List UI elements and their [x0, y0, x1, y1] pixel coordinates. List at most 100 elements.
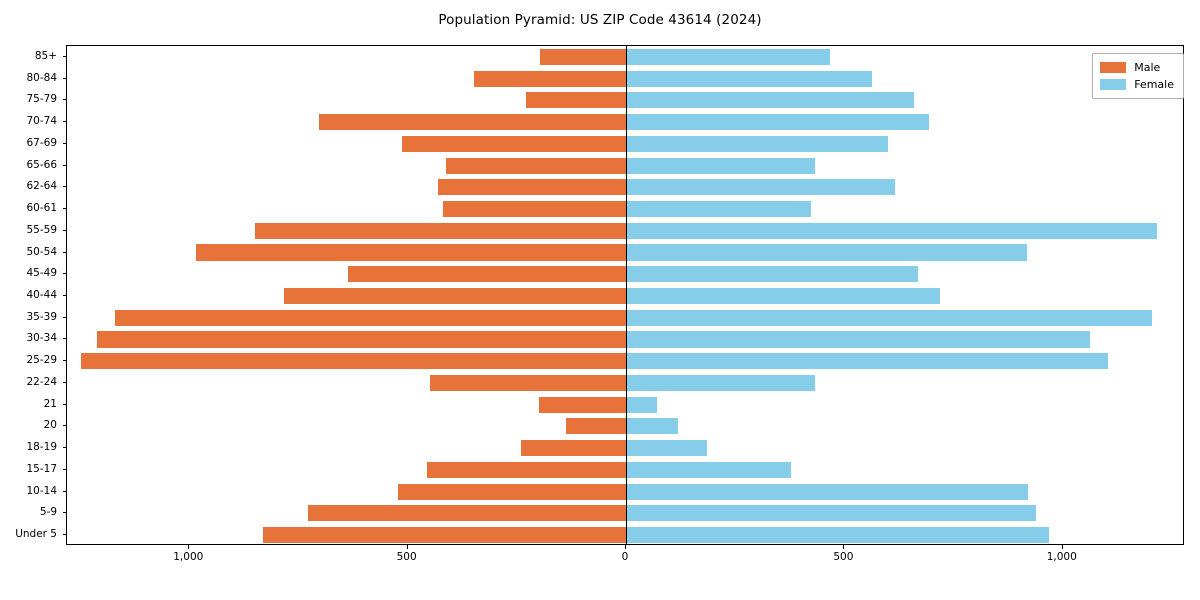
bar-female	[626, 92, 915, 109]
bar-group-5-9	[67, 505, 1183, 522]
bar-group-50-54	[67, 244, 1183, 261]
y-tick-mark	[62, 338, 66, 340]
bar-male	[308, 505, 626, 522]
bar-female	[626, 287, 940, 305]
legend-label: Male	[1134, 61, 1161, 74]
legend-swatch-icon	[1100, 79, 1127, 90]
bar-group-under-5	[67, 527, 1183, 544]
x-tick-label: 1,000	[173, 551, 204, 563]
y-tick-label: 22-24	[26, 375, 57, 388]
y-tick-mark	[62, 99, 66, 101]
bar-male	[437, 179, 626, 196]
y-tick-label: 21	[43, 397, 57, 410]
y-tick-mark	[62, 208, 66, 210]
bar-female	[626, 440, 707, 457]
bar-group-45-49	[67, 266, 1183, 283]
bar-male	[401, 135, 626, 152]
bar-group-67-69	[67, 135, 1183, 152]
y-tick-mark	[62, 77, 66, 79]
bar-female	[626, 114, 930, 131]
bar-group-10-14	[67, 483, 1183, 500]
bar-group-60-61	[67, 201, 1183, 218]
zero-baseline	[626, 46, 628, 544]
y-tick-label: 25-29	[26, 354, 57, 367]
bar-male	[443, 201, 626, 218]
y-tick-label: 5-9	[39, 506, 57, 519]
y-tick-mark	[62, 316, 66, 318]
bar-male	[195, 244, 626, 261]
bar-male	[81, 353, 626, 370]
y-tick-label: 20	[43, 419, 57, 432]
bar-male	[262, 527, 626, 544]
y-tick-label: 15-17	[26, 462, 57, 475]
y-tick-mark	[62, 360, 66, 362]
bar-female	[626, 505, 1037, 522]
y-tick-mark	[62, 381, 66, 383]
y-tick-mark	[62, 121, 66, 123]
y-tick-mark	[62, 229, 66, 231]
legend-entry-female[interactable]: Female	[1100, 76, 1174, 93]
bar-male	[446, 157, 626, 174]
x-tick-mark	[625, 545, 626, 549]
bar-group-30-34	[67, 331, 1183, 348]
x-tick-label: 500	[396, 551, 417, 563]
bar-female	[626, 309, 1153, 326]
bar-male	[526, 92, 626, 109]
y-tick-mark	[62, 186, 66, 188]
y-tick-label: Under 5	[15, 528, 57, 541]
bar-group-85-	[67, 48, 1183, 65]
bar-male	[538, 396, 626, 413]
bar-male	[397, 483, 626, 500]
chart-legend: Male Female	[1092, 53, 1184, 99]
y-tick-label: 18-19	[26, 441, 57, 454]
bar-female	[626, 396, 657, 413]
legend-entry-male[interactable]: Male	[1100, 59, 1174, 76]
bar-group-40-44	[67, 287, 1183, 305]
bar-male	[347, 266, 626, 283]
legend-swatch-icon	[1100, 62, 1127, 73]
bar-female	[626, 201, 812, 218]
bar-group-22-24	[67, 374, 1183, 391]
bar-group-62-64	[67, 179, 1183, 196]
bar-female	[626, 70, 872, 87]
x-tick-mark	[1061, 545, 1063, 549]
bar-group-20	[67, 418, 1183, 435]
bar-female	[626, 135, 889, 152]
y-tick-label: 85+	[34, 49, 57, 62]
bar-female	[626, 179, 896, 196]
y-tick-mark	[62, 295, 66, 296]
x-tick-label: 500	[833, 551, 854, 563]
y-tick-mark	[62, 403, 66, 405]
bar-group-75-79	[67, 92, 1183, 109]
y-tick-label: 67-69	[26, 136, 57, 149]
bar-female	[626, 244, 1028, 261]
bar-group-65-66	[67, 157, 1183, 174]
y-tick-mark	[62, 490, 66, 492]
y-tick-label: 35-39	[26, 310, 57, 323]
y-tick-label: 70-74	[26, 115, 57, 128]
bar-female	[626, 266, 918, 283]
bar-group-25-29	[67, 353, 1183, 370]
y-tick-mark	[62, 468, 66, 470]
bar-female	[626, 353, 1109, 370]
y-tick-mark	[62, 55, 66, 57]
y-axis: 85+ 80-84 75-79 70-74 67-69 65-66 62-64 60-61 55…	[0, 45, 66, 545]
y-tick-label: 30-34	[26, 332, 57, 345]
y-tick-label: 55-59	[26, 223, 57, 236]
bar-group-35-39	[67, 309, 1183, 326]
chart-title: Population Pyramid: US ZIP Code 43614 (2…	[438, 12, 762, 28]
y-tick-mark	[62, 534, 66, 536]
bar-male	[97, 331, 626, 348]
bar-female	[626, 418, 679, 435]
bar-group-80-84	[67, 70, 1183, 87]
y-tick-label: 10-14	[26, 484, 57, 497]
bar-female	[626, 157, 815, 174]
y-tick-mark	[62, 512, 66, 514]
y-tick-label: 80-84	[26, 71, 57, 84]
bar-female	[626, 483, 1029, 500]
bar-group-15-17	[67, 461, 1183, 478]
y-tick-label: 65-66	[26, 158, 57, 171]
bar-female	[626, 527, 1049, 544]
bar-group-21	[67, 396, 1183, 413]
